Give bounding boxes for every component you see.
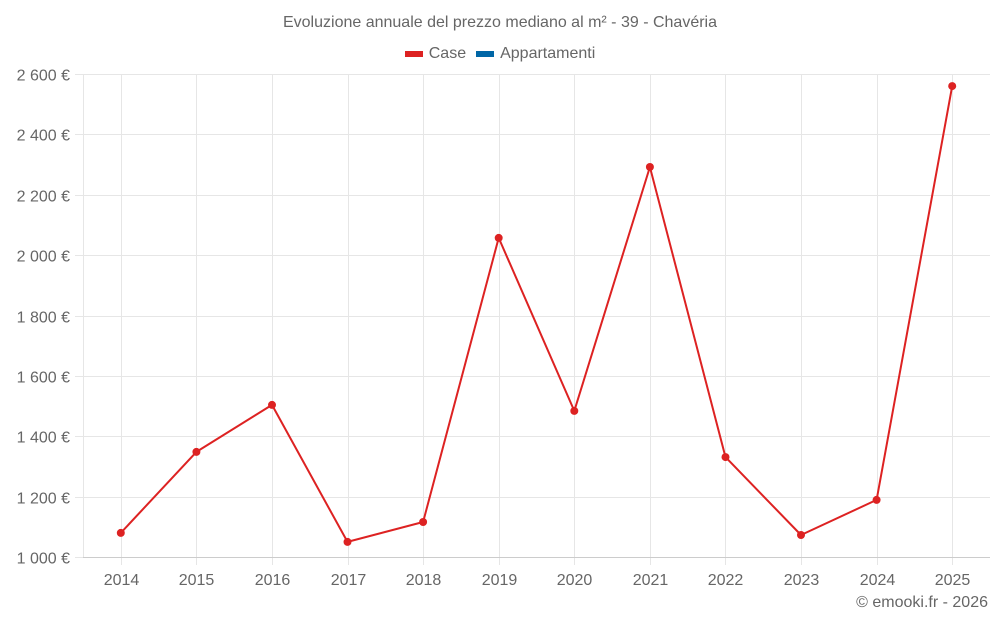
series-case xyxy=(116,82,957,546)
data-point[interactable] xyxy=(192,447,201,456)
legend-label: Appartamenti xyxy=(500,45,596,62)
y-tick-label: 1 000 € xyxy=(17,551,70,568)
x-axis: 2014 2015 2016 2017 2018 2019 2020 2021 2022 2023… xyxy=(83,557,990,589)
series-line xyxy=(120,85,954,543)
y-tick-label: 2 600 € xyxy=(17,68,70,85)
x-tick-label: 2020 xyxy=(557,572,593,589)
x-tick-label: 2022 xyxy=(708,572,744,589)
x-tick-label: 2019 xyxy=(482,572,518,589)
x-tick-label: 2017 xyxy=(331,572,367,589)
y-tick-label: 1 800 € xyxy=(17,310,70,327)
y-tick-label: 2 400 € xyxy=(17,128,70,145)
legend-swatch-icon xyxy=(404,51,423,57)
y-tick-label: 1 600 € xyxy=(17,370,70,387)
x-tick-label: 2025 xyxy=(935,572,971,589)
y-axis: 1 000 € 1 200 € 1 400 € 1 600 € 1 800 € 2 000… xyxy=(17,68,70,568)
data-point[interactable] xyxy=(721,453,730,462)
legend-swatch-icon xyxy=(476,51,495,57)
legend-item-appartamenti[interactable]: Appartamenti xyxy=(476,45,595,63)
data-point[interactable] xyxy=(268,400,276,409)
x-tick-label: 2018 xyxy=(406,572,442,589)
gridlines xyxy=(75,74,990,565)
x-tick-label: 2016 xyxy=(255,572,291,589)
legend-item-case[interactable]: Case xyxy=(404,45,467,63)
y-tick-label: 2 200 € xyxy=(17,189,70,206)
data-point[interactable] xyxy=(343,537,352,546)
data-point[interactable] xyxy=(797,531,805,539)
y-tick-label: 1 200 € xyxy=(17,491,70,508)
credit-text: © emooki.fr - 2026 xyxy=(856,594,988,611)
data-point[interactable] xyxy=(645,163,654,171)
data-point[interactable] xyxy=(419,518,428,526)
legend-label: Case xyxy=(428,45,467,62)
y-tick-label: 2 000 € xyxy=(17,249,70,266)
x-tick-label: 2015 xyxy=(179,572,215,589)
legend: Case Appartamenti xyxy=(0,45,1000,63)
x-tick-label: 2014 xyxy=(104,572,140,589)
x-tick-label: 2021 xyxy=(633,572,669,589)
data-point[interactable] xyxy=(570,406,579,415)
data-point[interactable] xyxy=(116,528,125,537)
x-tick-label: 2024 xyxy=(860,572,896,589)
data-point[interactable] xyxy=(948,82,957,91)
y-tick-label: 1 400 € xyxy=(17,430,70,447)
chart-title: Evoluzione annuale del prezzo mediano al… xyxy=(282,14,717,31)
data-point[interactable] xyxy=(494,233,503,242)
x-tick-label: 2023 xyxy=(784,572,820,589)
data-point[interactable] xyxy=(872,495,881,504)
